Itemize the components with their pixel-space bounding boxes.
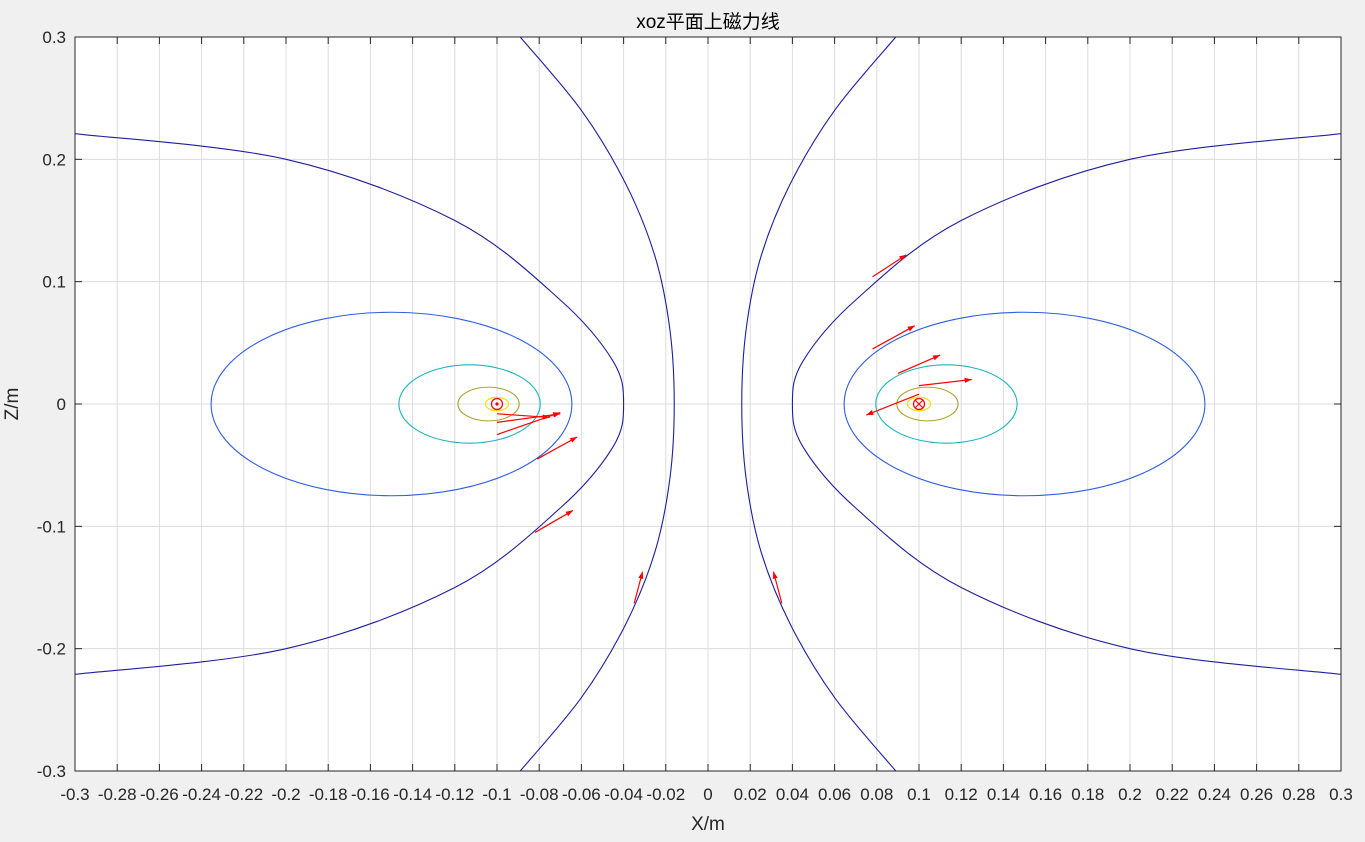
x-tick-label-25: 0.2 — [1118, 785, 1142, 804]
x-tick-label-17: 0.04 — [776, 785, 809, 804]
field-loop-2 — [398, 364, 541, 444]
x-tick-label-8: -0.14 — [393, 785, 432, 804]
field-vector-11 — [866, 393, 920, 416]
x-axis-ticks: -0.3 -0.28 -0.26 -0.24 -0.22 -0.2 -0.18 -0.16 -0… — [60, 37, 1353, 804]
x-tick-label-23: 0.16 — [1029, 785, 1062, 804]
field-vector-9 — [897, 354, 941, 374]
x-tick-label-5: -0.2 — [271, 785, 300, 804]
field-vector-7 — [872, 254, 907, 278]
field-loop-7 — [906, 396, 932, 412]
closed-field-lines — [210, 311, 1206, 497]
field-loop-1 — [843, 311, 1206, 497]
x-tick-label-13: -0.04 — [604, 785, 643, 804]
field-loop-4 — [457, 386, 520, 422]
x-tick-label-24: 0.18 — [1071, 785, 1104, 804]
field-line-3 — [741, 37, 897, 771]
y-tick-label-4: 0.1 — [42, 273, 66, 292]
x-tick-label-4: -0.22 — [224, 785, 263, 804]
x-tick-label-20: 0.1 — [907, 785, 931, 804]
chart-title: xoz平面上磁力线 — [636, 11, 780, 33]
x-tick-label-14: -0.02 — [646, 785, 685, 804]
y-axis-label: Z/m — [2, 388, 23, 421]
x-tick-label-6: -0.18 — [309, 785, 348, 804]
field-vectors — [496, 254, 972, 604]
y-tick-label-6: 0.3 — [42, 28, 66, 47]
x-tick-label-7: -0.16 — [351, 785, 390, 804]
open-field-lines — [75, 37, 1341, 771]
plot-layer — [75, 37, 1341, 771]
field-line-1 — [791, 133, 1341, 675]
field-vector-8 — [872, 325, 916, 350]
x-tick-label-12: -0.06 — [562, 785, 601, 804]
field-vector-5 — [633, 571, 644, 604]
x-tick-label-29: 0.28 — [1282, 785, 1315, 804]
y-tick-label-1: -0.2 — [37, 640, 66, 659]
x-tick-label-9: -0.12 — [435, 785, 474, 804]
x-tick-label-3: -0.24 — [182, 785, 221, 804]
y-tick-label-3: 0 — [57, 395, 66, 414]
y-tick-label-0: -0.3 — [37, 762, 66, 781]
field-vector-3 — [536, 436, 578, 460]
field-loop-6 — [484, 396, 510, 412]
x-tick-label-0: -0.3 — [60, 785, 89, 804]
current-in-marker — [912, 397, 926, 411]
x-tick-label-28: 0.26 — [1240, 785, 1273, 804]
x-tick-label-21: 0.12 — [945, 785, 978, 804]
x-tick-label-10: -0.1 — [482, 785, 511, 804]
field-vector-10 — [918, 377, 972, 387]
x-tick-label-18: 0.06 — [818, 785, 851, 804]
x-tick-label-26: 0.22 — [1156, 785, 1189, 804]
x-tick-label-16: 0.02 — [734, 785, 767, 804]
x-tick-label-27: 0.24 — [1198, 785, 1231, 804]
field-loop-0 — [210, 311, 573, 497]
x-tick-label-22: 0.14 — [987, 785, 1020, 804]
x-tick-label-2: -0.26 — [140, 785, 179, 804]
x-tick-label-30: 0.3 — [1329, 785, 1353, 804]
field-loop-3 — [875, 364, 1018, 444]
current-out-marker — [490, 397, 504, 411]
field-line-2 — [519, 37, 675, 771]
x-tick-label-15: 0 — [703, 785, 712, 804]
field-vector-6 — [772, 571, 783, 604]
x-tick-label-1: -0.28 — [98, 785, 137, 804]
field-loop-5 — [896, 386, 959, 422]
field-vector-2 — [496, 411, 561, 436]
y-axis-ticks: -0.3 -0.2 -0.1 0 0.1 0.2 0.3 — [37, 28, 1341, 781]
x-axis-label: X/m — [691, 814, 725, 835]
conductors — [490, 397, 926, 411]
x-tick-label-19: 0.08 — [860, 785, 893, 804]
y-tick-label-2: -0.1 — [37, 517, 66, 536]
field-line-0 — [75, 133, 625, 675]
field-vector-4 — [534, 509, 574, 533]
y-tick-label-5: 0.2 — [42, 150, 66, 169]
x-tick-label-11: -0.08 — [520, 785, 559, 804]
